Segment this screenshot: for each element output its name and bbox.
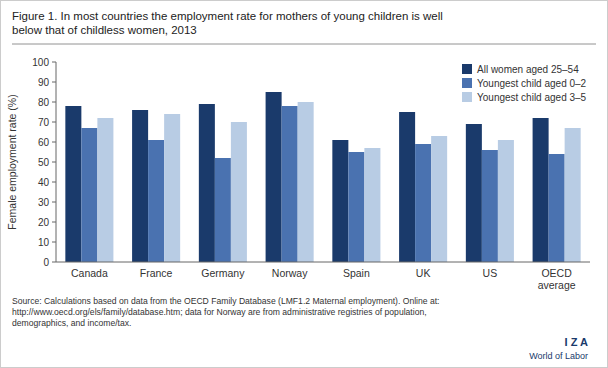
legend-label: All women aged 25–54	[477, 64, 579, 75]
bar	[148, 140, 164, 262]
y-tick	[52, 182, 56, 183]
bar	[231, 122, 247, 262]
legend-swatch	[462, 64, 472, 74]
bar	[132, 110, 148, 262]
y-tick	[52, 62, 56, 63]
y-tick	[52, 142, 56, 143]
y-tick-label: 0	[43, 257, 49, 268]
x-tick-label: Norway	[272, 267, 308, 279]
bar	[565, 128, 581, 262]
y-tick-label: 60	[38, 137, 50, 148]
bar	[399, 112, 415, 262]
bar	[282, 106, 298, 262]
x-tick-label: Germany	[201, 267, 245, 279]
bar	[215, 158, 231, 262]
legend-label: Youngest child aged 0–2	[477, 78, 587, 89]
x-tick-label: France	[140, 267, 173, 279]
publisher-mark: I Z A	[565, 336, 588, 348]
bar	[498, 140, 514, 262]
x-tick-label: OECDaverage	[538, 267, 576, 291]
bars	[65, 92, 580, 262]
title-rule	[12, 44, 596, 45]
bar	[266, 92, 282, 262]
y-tick-label: 20	[38, 217, 50, 228]
x-tick-label: US	[483, 267, 498, 279]
y-tick	[52, 202, 56, 203]
bar	[482, 150, 498, 262]
bar	[81, 128, 97, 262]
bar	[364, 148, 380, 262]
bar	[348, 152, 364, 262]
y-tick	[52, 222, 56, 223]
y-tick-label: 70	[38, 117, 50, 128]
x-tick-label: Spain	[343, 267, 370, 279]
bar	[533, 118, 549, 262]
legend-swatch	[462, 78, 472, 88]
legend: All women aged 25–54 Youngest child aged …	[462, 64, 587, 103]
y-tick-label: 80	[38, 97, 50, 108]
bar	[199, 104, 215, 262]
y-tick-label: 100	[32, 57, 49, 68]
x-tick-label: UK	[416, 267, 431, 279]
bar	[332, 140, 348, 262]
bar	[65, 106, 81, 262]
legend-swatch	[462, 92, 472, 102]
y-axis-label: Female employment rate (%)	[6, 94, 18, 229]
y-tick-label: 90	[38, 77, 50, 88]
x-tick-label: Canada	[71, 267, 108, 279]
publisher-name: World of Labor	[529, 351, 588, 361]
y-tick-label: 10	[38, 237, 50, 248]
frame	[1, 1, 608, 368]
y-tick-label: 40	[38, 177, 50, 188]
bar	[549, 154, 565, 262]
y-tick	[52, 262, 56, 263]
legend-label: Youngest child aged 3–5	[477, 92, 587, 103]
y-tick	[52, 162, 56, 163]
y-tick	[52, 82, 56, 83]
y-tick	[52, 102, 56, 103]
bar	[97, 118, 113, 262]
bar	[431, 136, 447, 262]
y-tick-label: 30	[38, 197, 50, 208]
bar	[164, 114, 180, 262]
bar	[415, 144, 431, 262]
chart: Figure 1. In most countries the employme…	[0, 0, 608, 368]
x-axis	[56, 262, 590, 263]
y-axis	[56, 62, 57, 262]
source-note: Source: Calculations based on data from …	[12, 296, 440, 328]
bar	[298, 102, 314, 262]
y-tick	[52, 122, 56, 123]
y-tick	[52, 242, 56, 243]
bar	[466, 124, 482, 262]
y-tick-label: 50	[38, 157, 50, 168]
title: Figure 1. In most countries the employme…	[12, 10, 443, 36]
